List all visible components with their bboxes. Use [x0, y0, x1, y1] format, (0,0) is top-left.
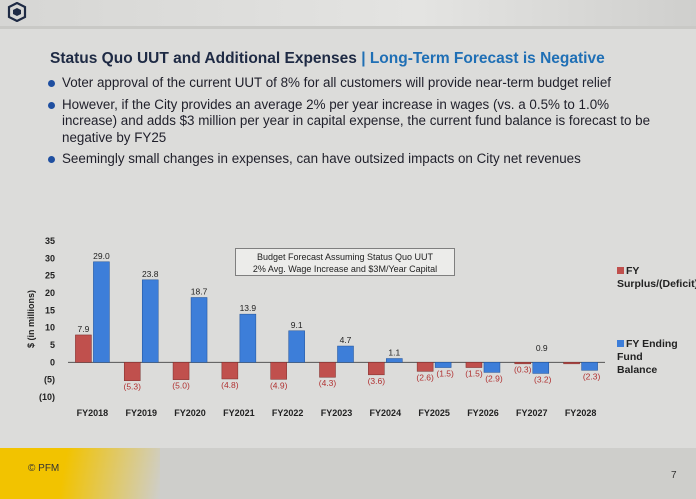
data-label-surplus: (4.3) [319, 378, 337, 388]
bar-surplus-fy2018 [75, 334, 92, 363]
data-label-fund-balance: (1.5) [436, 369, 454, 379]
slide-title: Status Quo UUT and Additional Expenses |… [50, 50, 605, 68]
bullet-dot-icon [48, 156, 55, 163]
x-tick-label: FY2024 [370, 408, 402, 418]
bullet-text: Voter approval of the current UUT of 8% … [62, 75, 612, 90]
x-tick-label: FY2018 [77, 408, 109, 418]
y-tick-label: (10) [39, 392, 55, 402]
y-tick-label: 0 [50, 357, 55, 367]
x-tick-label: FY2022 [272, 408, 304, 418]
pfm-logo-icon [7, 2, 27, 22]
data-label-fund-balance: 1.1 [388, 348, 400, 358]
y-tick-label: 35 [45, 236, 55, 246]
bar-surplus-fy2025 [416, 362, 434, 372]
data-label-fund-balance: (2.9) [485, 373, 503, 383]
data-label-extra: 0.9 [536, 343, 548, 353]
data-label-fund-balance: 4.7 [340, 335, 352, 345]
data-label-fund-balance: (2.3) [583, 371, 601, 381]
x-tick-label: FY2026 [467, 408, 499, 418]
chart-title-line-2: 2% Avg. Wage Increase and $3M/Year Capit… [252, 264, 438, 274]
bar-fund-balance-fy2024 [386, 358, 403, 363]
y-tick-label: (5) [44, 375, 55, 385]
header-divider [0, 26, 696, 29]
title-subtitle: Long-Term Forecast is Negative [369, 50, 605, 67]
x-tick-label: FY2019 [125, 408, 157, 418]
data-label-fund-balance: 29.0 [93, 251, 110, 261]
bar-surplus-fy2021 [221, 362, 239, 380]
legend-swatch-fund-balance [617, 340, 624, 347]
x-tick-label: FY2027 [516, 408, 548, 418]
data-label-surplus: (3.6) [368, 376, 386, 386]
data-label-fund-balance: (3.2) [534, 374, 552, 384]
bullet-text: Seemingly small changes in expenses, can… [62, 151, 581, 166]
bar-surplus-fy2024 [368, 362, 385, 376]
data-label-fund-balance: 18.7 [191, 287, 208, 297]
data-label-surplus: (1.5) [465, 369, 483, 379]
top-bar [0, 0, 696, 26]
bar-fund-balance-fy2028 [581, 362, 598, 371]
data-label-surplus: (4.8) [221, 380, 239, 390]
data-label-surplus: (5.0) [172, 381, 190, 391]
bar-surplus-fy2020 [172, 362, 190, 380]
bar-fund-balance-fy2025 [434, 362, 452, 368]
bar-surplus-fy2023 [319, 362, 336, 378]
bar-fund-balance-fy2022 [288, 330, 305, 363]
legend-item-surplus: FY Surplus/(Deficit) [617, 265, 696, 291]
bar-fund-balance-fy2027 [532, 362, 550, 374]
bar-fund-balance-fy2019 [141, 279, 159, 363]
legend-swatch-surplus [617, 267, 624, 274]
bullet-item: However, if the City provides an average… [44, 97, 664, 147]
data-label-fund-balance: 13.9 [240, 303, 257, 313]
x-tick-label: FY2023 [321, 408, 353, 418]
data-label-surplus: (0.3) [514, 364, 532, 374]
bar-surplus-fy2028 [563, 362, 580, 365]
bullet-item: Voter approval of the current UUT of 8% … [44, 75, 664, 92]
title-main: Status Quo UUT and Additional Expenses [50, 50, 357, 67]
page-number: 7 [671, 470, 677, 481]
y-tick-label: 30 [45, 253, 55, 263]
title-separator: | [361, 50, 366, 67]
data-label-surplus: 7.9 [77, 324, 89, 334]
bullet-dot-icon [48, 80, 55, 87]
bullet-dot-icon [48, 101, 55, 109]
y-tick-label: 15 [45, 305, 55, 315]
y-tick-label: 25 [45, 271, 55, 281]
data-label-surplus: (2.6) [416, 372, 434, 382]
bar-fund-balance-fy2021 [239, 313, 257, 363]
chart-title-line-1: Budget Forecast Assuming Status Quo UUT [256, 252, 434, 262]
bullet-text: However, if the City provides an average… [62, 96, 651, 145]
bar-surplus-fy2022 [270, 362, 287, 380]
budget-forecast-chart: $ (in millions) 35 30 25 20 15 10 5 0 (5) (10) 7.9 2… [26, 236, 605, 418]
data-label-fund-balance: 9.1 [291, 320, 303, 330]
bar-fund-balance-fy2026 [483, 362, 501, 373]
bullet-item: Seemingly small changes in expenses, can… [44, 151, 664, 168]
bar-surplus-fy2019 [123, 362, 141, 381]
x-tick-label: FY2020 [174, 408, 206, 418]
bar-surplus-fy2027 [514, 362, 532, 365]
x-tick-label: FY2021 [223, 408, 255, 418]
y-tick-label: 10 [45, 323, 55, 333]
legend-label-surplus: FY Surplus/(Deficit) [617, 265, 696, 290]
bullet-list: Voter approval of the current UUT of 8% … [44, 75, 664, 173]
copyright-text: © PFM [28, 463, 60, 474]
x-tick-label: FY2028 [565, 408, 597, 418]
y-tick-label: 20 [45, 288, 55, 298]
y-axis-label: $ (in millions) [26, 290, 36, 348]
y-tick-label: 5 [50, 340, 55, 350]
bar-fund-balance-fy2023 [337, 345, 354, 363]
footer-accent [0, 448, 160, 499]
data-label-surplus: (4.9) [270, 380, 288, 390]
bar-fund-balance-fy2018 [93, 261, 110, 363]
legend-item-fund-balance: FY Ending Fund Balance [617, 338, 683, 377]
x-tick-label: FY2025 [418, 408, 450, 418]
chart-title-box: Budget Forecast Assuming Status Quo UUT … [235, 248, 455, 276]
legend-label-fund-balance: FY Ending Fund Balance [617, 338, 678, 376]
bar-surplus-fy2026 [465, 362, 483, 368]
data-label-fund-balance: 23.8 [142, 269, 159, 279]
bar-fund-balance-fy2020 [190, 297, 208, 363]
data-label-surplus: (5.3) [123, 382, 141, 392]
